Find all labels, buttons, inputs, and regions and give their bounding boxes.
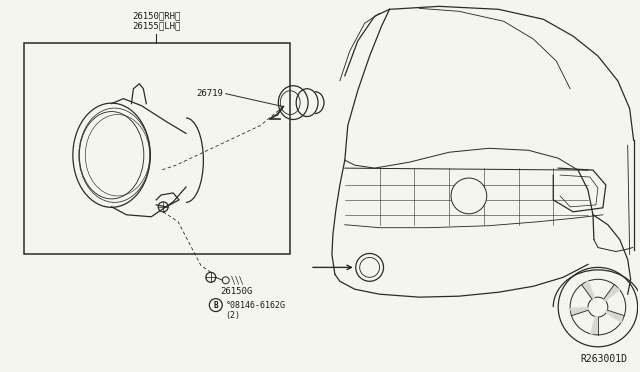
Polygon shape <box>604 286 620 301</box>
Text: 26150〈RH〉: 26150〈RH〉 <box>132 12 180 21</box>
Text: R263001D: R263001D <box>580 354 628 364</box>
Text: °08146-6162G: °08146-6162G <box>226 301 285 310</box>
Text: (2): (2) <box>226 311 241 320</box>
Text: B: B <box>214 301 218 310</box>
Circle shape <box>356 253 383 281</box>
Polygon shape <box>583 281 595 299</box>
Circle shape <box>451 178 487 214</box>
Text: 26150G: 26150G <box>221 287 253 296</box>
Polygon shape <box>606 310 623 322</box>
Text: 26719: 26719 <box>196 89 223 98</box>
Bar <box>24 43 290 254</box>
Polygon shape <box>591 317 598 334</box>
Polygon shape <box>570 308 588 315</box>
Text: 26155〈LH〉: 26155〈LH〉 <box>132 22 180 31</box>
